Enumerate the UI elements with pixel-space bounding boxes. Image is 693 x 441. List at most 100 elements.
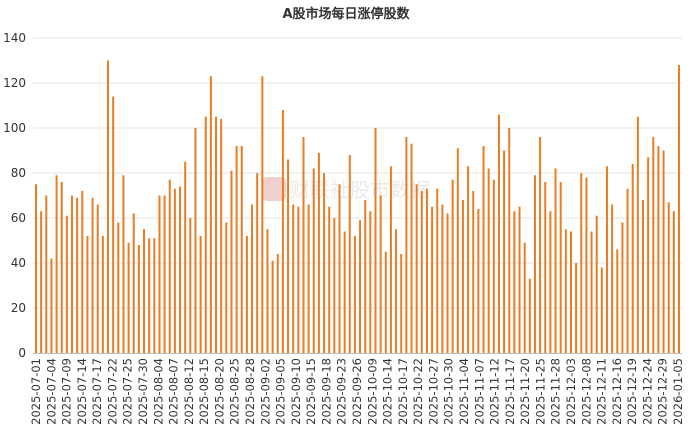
x-tick-label: 2025-11-07 xyxy=(472,358,486,425)
y-tick-label: 80 xyxy=(11,166,26,180)
bar xyxy=(122,175,125,353)
bar xyxy=(461,200,464,353)
bar xyxy=(91,197,94,353)
bar xyxy=(81,191,84,353)
bar xyxy=(636,116,639,353)
bar xyxy=(559,182,562,353)
bar xyxy=(472,191,475,353)
bar xyxy=(297,206,300,353)
bar xyxy=(467,166,470,353)
bar xyxy=(45,195,48,353)
bar xyxy=(528,278,531,353)
bar xyxy=(173,188,176,353)
bar xyxy=(425,188,428,353)
x-tick-label: 2025-08-20 xyxy=(212,358,226,425)
x-tick-label: 2025-07-30 xyxy=(136,358,150,425)
x-tick-label: 2025-11-25 xyxy=(533,358,547,425)
bar xyxy=(431,206,434,353)
bar xyxy=(328,206,331,353)
bar xyxy=(302,137,305,353)
bar xyxy=(631,164,634,353)
bar xyxy=(595,215,598,353)
bar xyxy=(158,195,161,353)
x-tick-label: 2025-07-01 xyxy=(29,358,43,425)
x-tick-label: 2025-08-28 xyxy=(243,358,257,425)
bar xyxy=(539,137,542,353)
bar xyxy=(153,238,156,353)
x-tick-label: 2025-10-17 xyxy=(396,358,410,425)
x-tick-label: 2025-12-11 xyxy=(595,358,609,425)
bar xyxy=(245,236,248,353)
x-tick-label: 2025-09-26 xyxy=(350,358,364,425)
x-tick-label: 2025-08-07 xyxy=(167,358,181,425)
bar xyxy=(374,128,377,353)
bar xyxy=(513,211,516,353)
bar xyxy=(333,218,336,353)
x-tick-label: 2025-11-17 xyxy=(503,358,517,425)
bar xyxy=(199,236,202,353)
x-tick-label: 2025-07-14 xyxy=(75,358,89,425)
y-tick-label: 140 xyxy=(3,31,26,45)
bar xyxy=(611,204,614,353)
bar xyxy=(456,148,459,353)
bar xyxy=(220,119,223,353)
bar xyxy=(616,249,619,353)
bar xyxy=(127,242,130,353)
bar xyxy=(482,146,485,353)
bar xyxy=(35,184,37,353)
bar xyxy=(652,137,655,353)
x-tick-label: 2025-10-14 xyxy=(381,358,395,425)
x-tick-label: 2025-09-15 xyxy=(304,358,318,425)
bar xyxy=(348,155,351,353)
bar xyxy=(405,137,408,353)
bar xyxy=(261,76,264,353)
x-tick-label: 2025-09-10 xyxy=(289,358,303,425)
y-tick-label: 40 xyxy=(11,256,26,270)
x-tick-label: 2025-12-24 xyxy=(640,358,654,425)
bar xyxy=(400,254,403,353)
bar xyxy=(492,179,495,353)
x-tick-label: 2025-09-05 xyxy=(274,358,288,425)
bar xyxy=(317,152,320,353)
y-tick-label: 20 xyxy=(11,301,26,315)
bar xyxy=(441,204,444,353)
bar xyxy=(209,76,212,353)
bar xyxy=(338,184,341,353)
bar xyxy=(184,161,187,353)
bar xyxy=(163,195,166,353)
y-tick-label: 120 xyxy=(3,76,26,90)
bar xyxy=(189,218,192,353)
bar xyxy=(533,175,536,353)
bar xyxy=(148,238,151,353)
x-tick-label: 2025-08-12 xyxy=(182,358,196,425)
x-tick-label: 2025-09-23 xyxy=(335,358,349,425)
bar xyxy=(50,258,53,353)
bar xyxy=(256,173,259,353)
y-tick-label: 60 xyxy=(11,211,26,225)
bar xyxy=(585,177,588,353)
x-tick-label: 2025-09-02 xyxy=(258,358,272,425)
bar xyxy=(204,116,207,353)
bar xyxy=(544,182,547,353)
bar xyxy=(503,150,506,353)
bar xyxy=(575,263,578,353)
bar xyxy=(590,231,593,353)
bar xyxy=(55,175,58,353)
bar xyxy=(323,173,326,353)
bar xyxy=(580,173,583,353)
bar xyxy=(678,65,680,353)
bar xyxy=(143,229,146,353)
watermark-logo-icon xyxy=(262,177,286,201)
bar xyxy=(667,202,670,353)
bar xyxy=(230,170,233,353)
bar xyxy=(359,220,362,353)
bar xyxy=(564,229,567,353)
bar xyxy=(312,168,315,353)
bar xyxy=(569,231,572,353)
bar xyxy=(276,254,279,353)
bar xyxy=(662,150,665,353)
bar xyxy=(621,222,624,353)
bar xyxy=(410,143,413,353)
bar xyxy=(307,204,310,353)
x-tick-label: 2025-11-20 xyxy=(518,358,532,425)
